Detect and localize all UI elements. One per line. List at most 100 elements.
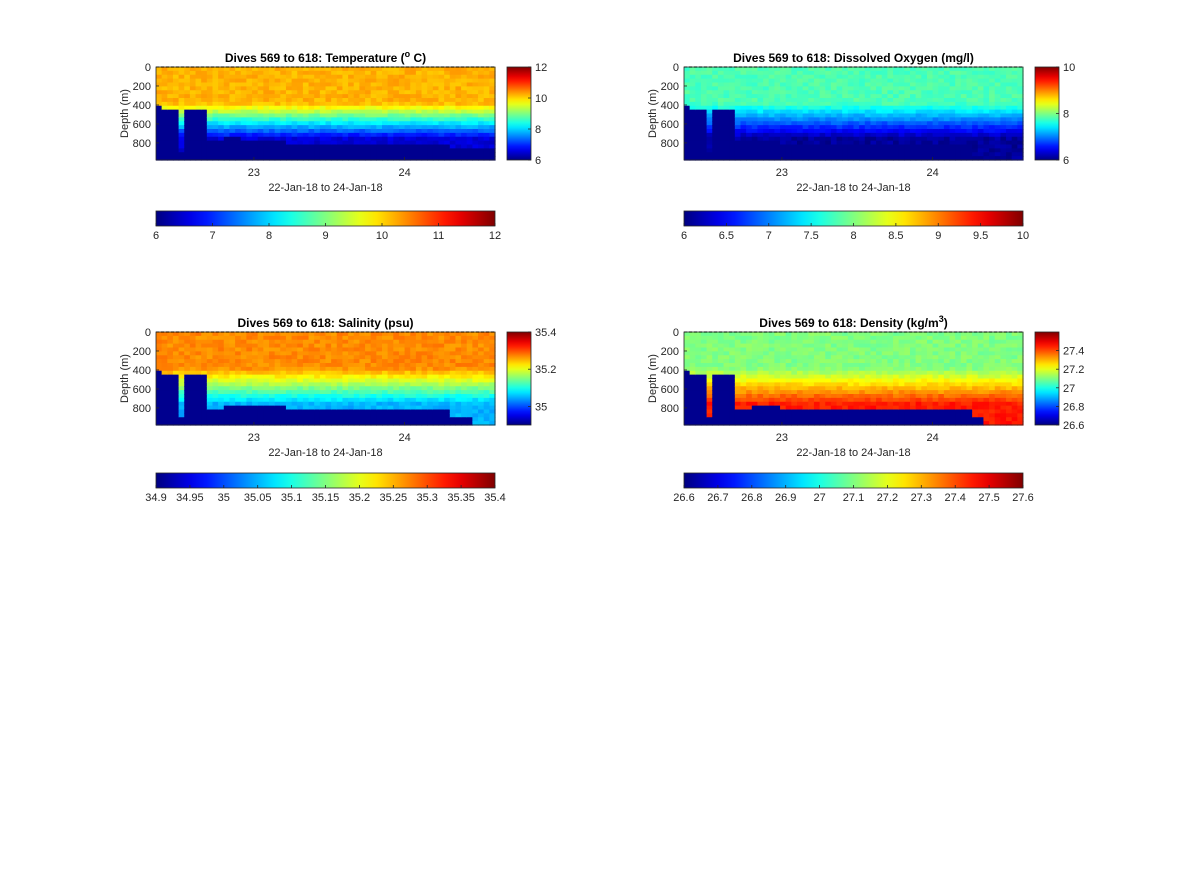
heatmap-cell	[864, 132, 872, 138]
heatmap-cell	[943, 125, 951, 130]
heatmap-cell	[740, 109, 747, 115]
heatmap-cell	[432, 405, 440, 411]
colorbar-tick-label: 35.4	[535, 327, 556, 339]
seafloor-cell	[893, 148, 900, 153]
heatmap-cell	[206, 121, 214, 126]
heatmap-cell	[353, 351, 360, 356]
heatmap-cell	[825, 74, 832, 80]
heatmap-cell	[382, 67, 389, 72]
heatmap-cell	[864, 98, 872, 103]
heatmap-cell	[240, 67, 247, 72]
seafloor-cell	[864, 144, 872, 149]
seafloor-cell	[757, 144, 764, 149]
seafloor-cell	[353, 409, 360, 414]
seafloor-cell	[167, 144, 174, 149]
heatmap-cell	[966, 67, 973, 72]
heatmap-cell	[274, 363, 281, 368]
heatmap-cell	[1011, 140, 1018, 146]
heatmap-cell	[376, 129, 383, 134]
heatmap-cell	[212, 390, 219, 395]
seafloor-cell	[156, 417, 163, 422]
heatmap-cell	[387, 351, 394, 356]
seafloor-cell	[189, 140, 197, 146]
heatmap-cell	[274, 335, 281, 341]
seafloor-cell	[223, 405, 231, 411]
heatmap-cell	[864, 117, 872, 122]
heatmap-cell	[365, 382, 372, 387]
seafloor-cell	[156, 113, 163, 118]
heatmap-cell	[797, 394, 804, 399]
heatmap-cell	[921, 74, 928, 80]
heatmap-cell	[478, 109, 485, 115]
heatmap-cell	[331, 140, 338, 146]
heatmap-cell	[444, 132, 451, 138]
seafloor-cell	[331, 148, 338, 153]
seafloor-cell	[297, 417, 304, 422]
seafloor-cell	[712, 113, 719, 118]
heatmap-cell	[864, 121, 872, 126]
seafloor-cell	[684, 152, 691, 157]
heatmap-cell	[365, 335, 372, 341]
seafloor-cell	[359, 421, 366, 426]
seafloor-cell	[774, 421, 781, 426]
y-tick-label: 600	[661, 119, 679, 131]
heatmap-cell	[802, 109, 809, 115]
heatmap-cell	[842, 105, 849, 111]
heatmap-cell	[274, 355, 281, 360]
seafloor-cell	[723, 132, 730, 138]
heatmap-cell	[768, 109, 775, 115]
seafloor-cell	[684, 105, 691, 111]
heatmap-cell	[870, 121, 877, 126]
heatmap-cell	[853, 74, 860, 80]
heatmap-cell	[994, 90, 1001, 95]
heatmap-cell	[768, 136, 775, 142]
heatmap-cell	[398, 335, 406, 341]
heatmap-cell	[229, 347, 236, 352]
heatmap-cell	[768, 401, 775, 407]
heatmap-cell	[178, 359, 185, 364]
heatmap-cell	[478, 339, 485, 345]
seafloor-cell	[172, 125, 180, 130]
heatmap-cell	[359, 332, 366, 337]
seafloor-cell	[161, 132, 168, 138]
heatmap-cell	[689, 82, 696, 87]
heatmap-cell	[757, 390, 764, 395]
seafloor-cell	[768, 156, 775, 161]
heatmap-cell	[353, 74, 360, 80]
heatmap-cell	[842, 94, 849, 99]
heatmap-cell	[746, 390, 753, 395]
heatmap-cell	[410, 90, 417, 95]
heatmap-cell	[161, 351, 168, 356]
seafloor-cell	[308, 409, 315, 414]
heatmap-cell	[172, 70, 180, 76]
heatmap-cell	[802, 132, 809, 138]
heatmap-cell	[415, 386, 423, 391]
seafloor-cell	[156, 125, 163, 130]
seafloor-cell	[689, 113, 696, 118]
heatmap-cell	[291, 113, 298, 118]
heatmap-cell	[740, 339, 747, 345]
heatmap-cell	[977, 113, 985, 118]
seafloor-cell	[201, 386, 208, 391]
heatmap-cell	[280, 136, 287, 142]
heatmap-cell	[280, 343, 287, 349]
heatmap-cell	[263, 121, 270, 126]
heatmap-cell	[387, 347, 394, 352]
seafloor-cell	[695, 386, 702, 391]
seafloor-cell	[684, 417, 691, 422]
heatmap-cell	[740, 343, 747, 349]
heatmap-cell	[398, 132, 406, 138]
heatmap-cell	[802, 343, 809, 349]
heatmap-cell	[235, 339, 242, 345]
heatmap-cell	[466, 117, 473, 122]
heatmap-cell	[365, 347, 372, 352]
heatmap-cell	[994, 67, 1001, 72]
heatmap-cell	[365, 339, 372, 345]
heatmap-cell	[717, 359, 725, 364]
seafloor-cell	[723, 390, 730, 395]
seafloor-cell	[201, 401, 208, 407]
heatmap-cell	[246, 105, 253, 111]
heatmap-cell	[212, 366, 219, 372]
heatmap-cell	[291, 117, 298, 122]
heatmap-cell	[797, 94, 804, 99]
